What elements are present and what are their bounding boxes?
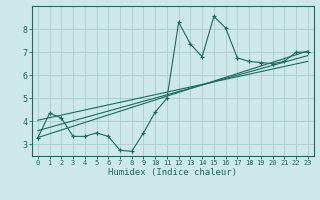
X-axis label: Humidex (Indice chaleur): Humidex (Indice chaleur) <box>108 168 237 177</box>
